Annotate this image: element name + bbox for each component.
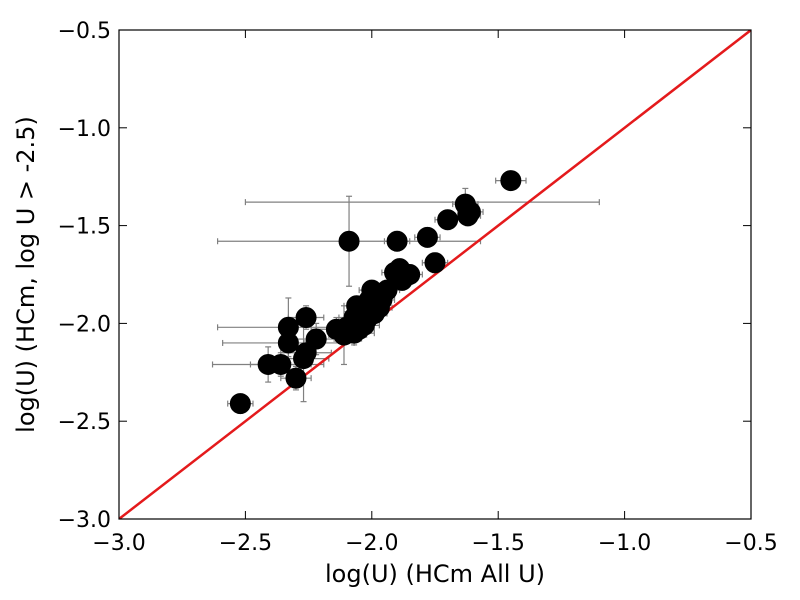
- x-tick-label: −1.0: [598, 531, 651, 556]
- data-point: [376, 279, 398, 301]
- x-tick-label: −0.5: [724, 531, 777, 556]
- data-point: [459, 201, 481, 223]
- data-point: [386, 230, 408, 252]
- x-tick-label: −1.5: [471, 531, 524, 556]
- y-tick-label: −1.5: [58, 215, 111, 240]
- data-point: [500, 170, 522, 192]
- errorbar: [244, 199, 600, 206]
- data-point: [338, 230, 360, 252]
- x-tick-label: −2.0: [345, 531, 398, 556]
- data-point: [424, 252, 446, 274]
- data-point: [399, 264, 421, 285]
- data-point: [285, 367, 307, 389]
- reference-line-layer: [119, 30, 751, 519]
- data-point: [270, 353, 292, 375]
- data-point: [277, 332, 299, 354]
- data-point: [416, 226, 438, 248]
- x-tick-label: −3.0: [92, 531, 145, 556]
- y-tick-label: −3.0: [58, 508, 111, 533]
- tick-label-layer: −3.0 −2.5 −2.0 −1.5 −1.0 −0.5 −3.0 −2.5 −2.0 −1.5…: [58, 19, 778, 556]
- y-tick-label: −0.5: [58, 19, 111, 44]
- plot-frame: [118, 29, 752, 520]
- data-point: [305, 328, 327, 350]
- y-tick-label: −1.0: [58, 117, 111, 142]
- x-axis-label: log(U) (HCm All U): [325, 560, 545, 588]
- data-point: [229, 393, 251, 415]
- data-point: [295, 307, 317, 329]
- data-point: [437, 209, 459, 231]
- y-tick-label: −2.5: [58, 410, 111, 435]
- marker-layer: [229, 170, 522, 415]
- y-axis-label: log(U) (HCm, log U > -2.5): [12, 116, 40, 433]
- x-tick-label: −2.5: [219, 531, 272, 556]
- y-tick-label: −2.0: [58, 312, 111, 337]
- one-to-one-line: [119, 30, 751, 519]
